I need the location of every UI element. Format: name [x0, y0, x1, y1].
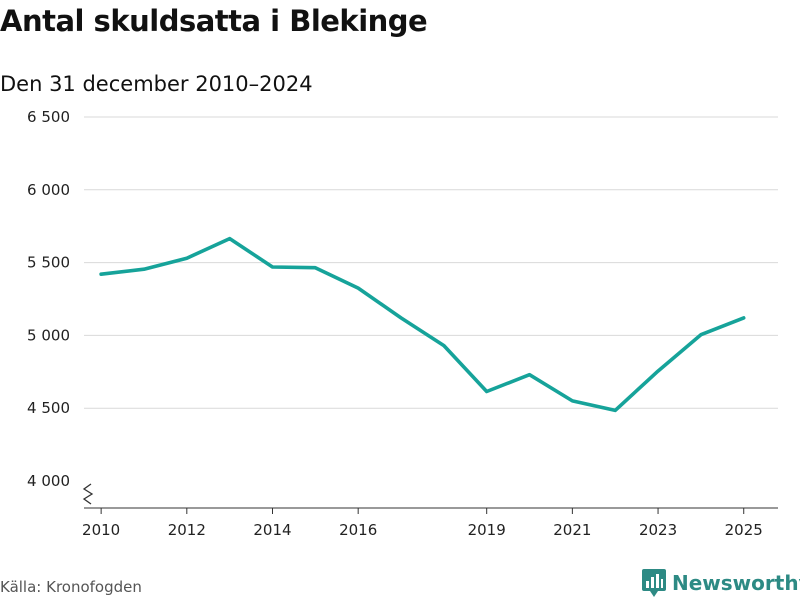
gridlines — [84, 116, 778, 409]
chart-title: Antal skuldsatta i Blekinge — [0, 4, 428, 38]
axis-break-icon — [82, 483, 94, 505]
y-tick-label: 4 500 — [27, 399, 70, 417]
x-tick-label: 2019 — [468, 521, 506, 539]
y-tick-label: 4 000 — [27, 472, 70, 490]
series-line — [99, 236, 746, 413]
x-tick-label: 2025 — [725, 521, 763, 539]
source-note: Källa: Kronofogden — [0, 578, 142, 596]
brand-logo: Newsworthy — [642, 569, 800, 597]
y-tick-label: 5 000 — [27, 326, 70, 344]
chart-subtitle: Den 31 december 2010–2024 — [0, 72, 313, 96]
y-tick-label: 6 500 — [27, 108, 70, 126]
x-axis-ticks: 2010 2012 2014 2016 2019 2021 2023 2025 — [82, 508, 763, 539]
x-tick-label: 2010 — [82, 521, 120, 539]
x-tick-label: 2021 — [553, 521, 591, 539]
x-tick-label: 2012 — [168, 521, 206, 539]
x-tick-label: 2016 — [339, 521, 377, 539]
newsworthy-logo-icon — [642, 569, 666, 597]
x-tick-label: 2023 — [639, 521, 677, 539]
x-tick-label: 2014 — [253, 521, 291, 539]
brand-name: Newsworthy — [672, 571, 800, 595]
y-tick-label: 5 500 — [27, 254, 70, 272]
y-tick-label: 6 000 — [27, 181, 70, 199]
y-axis-ticks: 4 000 4 500 5 000 5 500 6 000 6 500 — [27, 108, 70, 490]
